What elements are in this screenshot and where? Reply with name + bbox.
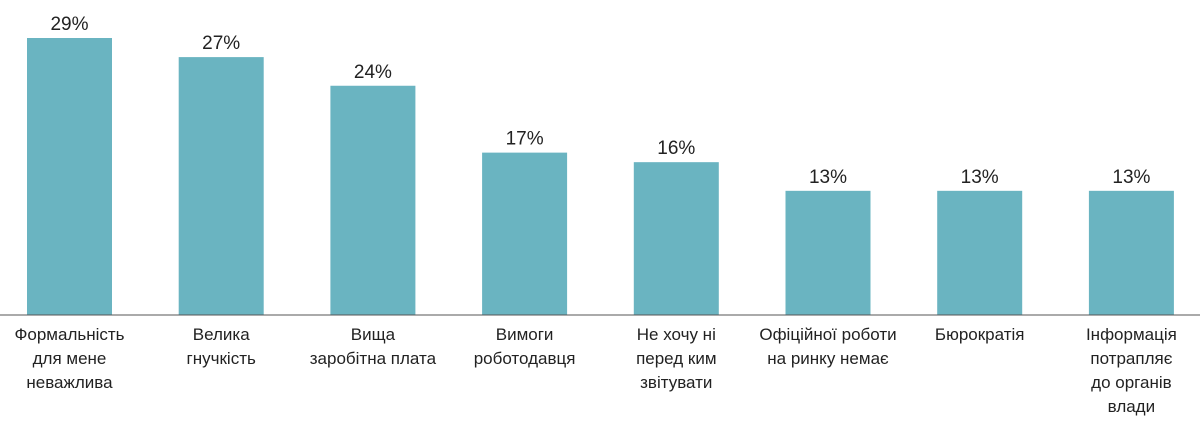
data-label: 29%: [50, 14, 88, 35]
category-label-line: Інформація: [1086, 325, 1177, 344]
bars-group: [27, 38, 1174, 315]
category-label-line: Вимоги: [496, 325, 554, 344]
category-label-line: Не хочу ні: [637, 325, 716, 344]
bar: [785, 190, 871, 315]
category-label-line: гнучкість: [187, 349, 256, 368]
bar: [937, 190, 1023, 315]
bar: [1088, 190, 1174, 315]
category-label: Не хочу ні перед ким звітувати: [636, 325, 716, 392]
category-label-line: на ринку немає: [767, 349, 889, 368]
category-label-line: Велика: [193, 325, 250, 344]
bar: [482, 152, 568, 315]
category-label-line: Вища: [351, 325, 396, 344]
category-label: Вимоги роботодавця: [474, 325, 576, 368]
category-label-line: Формальність: [14, 325, 124, 344]
bar: [633, 162, 719, 315]
category-label: Формальність для мене неважлива: [14, 325, 124, 392]
category-label: Інформація потрапляє до органів влади: [1086, 325, 1177, 416]
data-label: 13%: [1112, 167, 1150, 188]
category-label-line: для мене: [33, 349, 107, 368]
data-label: 27%: [202, 33, 240, 54]
category-label-line: Офіційної роботи: [759, 325, 896, 344]
category-label-line: неважлива: [26, 373, 113, 392]
category-label: Велика гнучкість: [187, 325, 256, 368]
data-label: 16%: [657, 138, 695, 159]
value-labels-group: 29% 27% 24% 17% 16% 13% 13% 13%: [50, 14, 1150, 188]
data-label: 17%: [506, 129, 544, 150]
category-label-line: заробітна плата: [310, 349, 437, 368]
category-label-line: роботодавця: [474, 349, 576, 368]
data-label: 24%: [354, 62, 392, 83]
category-label: Вища заробітна плата: [310, 325, 437, 368]
data-label: 13%: [809, 167, 847, 188]
bar: [27, 38, 112, 315]
bar: [178, 57, 264, 315]
category-label-line: перед ким: [636, 349, 716, 368]
category-label: Офіційної роботи на ринку немає: [759, 325, 896, 368]
category-label-line: влади: [1108, 397, 1155, 416]
category-label-line: звітувати: [640, 373, 712, 392]
category-label: Бюрократія: [935, 325, 1025, 344]
category-label-line: Бюрократія: [935, 325, 1025, 344]
bar: [330, 85, 416, 315]
category-label-line: до органів: [1091, 373, 1171, 392]
category-label-line: потрапляє: [1090, 349, 1172, 368]
data-label: 13%: [961, 167, 999, 188]
category-labels-group: Формальність для мене неважлива Велика гнучк…: [14, 325, 1176, 416]
